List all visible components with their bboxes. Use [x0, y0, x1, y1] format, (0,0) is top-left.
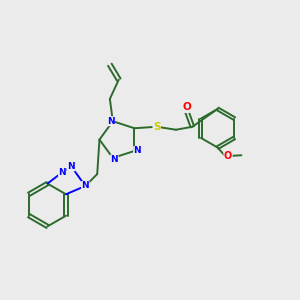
Text: N: N: [106, 117, 114, 126]
Text: N: N: [68, 162, 75, 171]
Text: N: N: [58, 168, 66, 177]
Text: O: O: [182, 102, 191, 112]
Text: N: N: [82, 182, 89, 190]
Text: N: N: [134, 146, 141, 155]
Text: S: S: [153, 122, 160, 132]
Text: O: O: [224, 151, 232, 161]
Text: N: N: [110, 155, 118, 164]
